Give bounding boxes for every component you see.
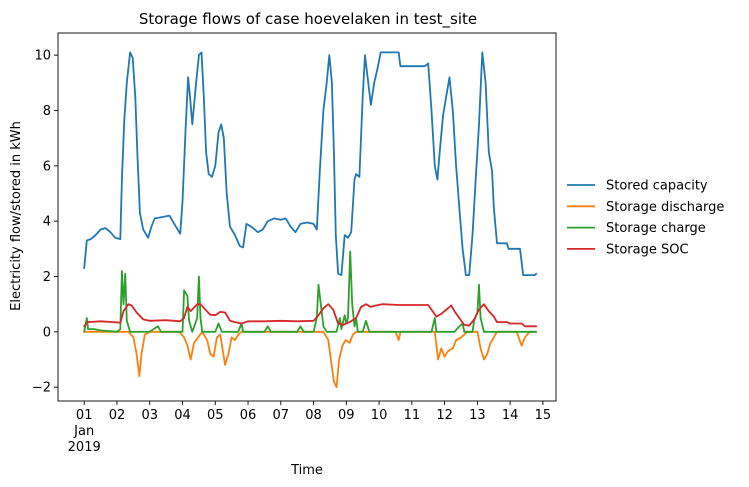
x-tick-label-5: 06 [240,408,257,423]
series-line-3 [83,303,538,328]
x-tick-label-8: 09 [338,408,355,423]
y-tick-label-5: 8 [43,104,51,119]
legend-label-1: Storage discharge [606,200,724,215]
x-tick-label-10: 11 [404,408,421,423]
chart-title: Storage flows of case hoevelaken in test… [139,10,477,29]
x-tick-label-1: 02 [109,408,126,423]
x-tick-sublabel-year: 2019 [68,440,101,455]
x-tick-sublabel-month: Jan [73,424,94,439]
y-tick-label-4: 6 [43,159,51,174]
x-tick-label-3: 04 [174,408,191,423]
x-tick-label-4: 05 [207,408,224,423]
x-tick-label-7: 08 [305,408,322,423]
x-tick-label-13: 14 [502,408,519,423]
y-tick-label-2: 2 [43,270,51,285]
x-axis-label: Time [290,463,323,478]
x-tick-label-0: 01 [76,408,93,423]
x-tick-label-14: 15 [535,408,552,423]
legend: Stored capacity Storage discharge Storage … [567,179,724,257]
x-tick-label-12: 13 [469,408,486,423]
y-tick-label-6: 10 [34,49,51,64]
x-tick-label-11: 12 [436,408,453,423]
y-tick-label-1: 0 [43,325,51,340]
legend-label-0: Stored capacity [606,179,708,194]
plot-area-frame [57,32,557,402]
series-line-0 [83,51,538,277]
x-tick-label-6: 07 [273,408,290,423]
series-line-2 [83,250,538,333]
legend-label-2: Storage charge [606,221,706,236]
series-layer [83,51,538,389]
y-axis-label: Electricity flow/stored in kWh [9,121,24,311]
x-tick-label-2: 03 [141,408,158,423]
y-tick-label-3: 4 [43,215,51,230]
legend-label-3: Storage SOC [606,242,689,257]
y-tick-label-0: −2 [32,381,51,396]
x-tick-label-9: 10 [371,408,388,423]
series-line-1 [83,330,538,389]
